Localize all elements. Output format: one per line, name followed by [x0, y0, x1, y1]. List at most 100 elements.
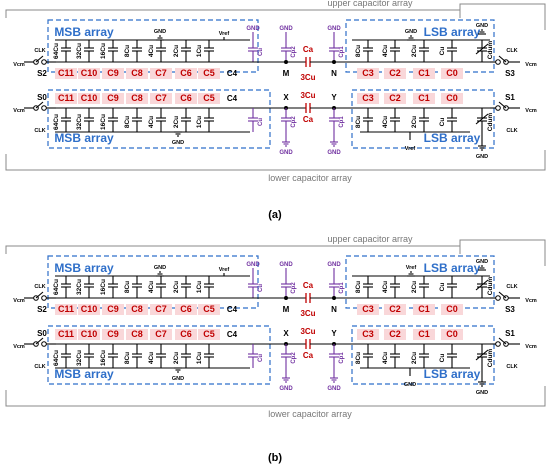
lower-bracket-label: lower capacitor array [268, 409, 352, 419]
ground-label: GND [279, 262, 293, 268]
attenuation-cap-value: 3Cu [300, 91, 315, 100]
node-n-label: N [331, 305, 337, 314]
ground-label: GND [327, 386, 341, 392]
capacitor-value: 2Cu [411, 116, 418, 128]
label-highlight [413, 304, 435, 315]
array-bracket [459, 239, 546, 266]
cap-label-c1: C1 [418, 304, 430, 314]
cap-label-c9: C9 [107, 93, 119, 103]
label-highlight [175, 93, 197, 104]
cap-label-c11: C11 [58, 329, 74, 339]
attenuation-cap-label: Ca [303, 115, 314, 124]
label-highlight [78, 329, 100, 340]
cap-label-c11: C11 [58, 304, 74, 314]
clk-label: CLK [34, 284, 45, 290]
cap-label-c4: C4 [227, 94, 238, 103]
ground-label: GND [246, 26, 260, 32]
cap-label-c4: C4 [227, 69, 238, 78]
label-highlight [150, 304, 172, 315]
cap-label-c11: C11 [58, 93, 74, 103]
capacitor-value: Cu [258, 354, 264, 362]
label-highlight [441, 304, 463, 315]
cap-label-c4: C4 [227, 305, 238, 314]
vcm-label: Vcm [525, 108, 537, 114]
capacitor-value: Cu [258, 284, 264, 292]
node-x-label: X [283, 329, 289, 338]
capacitor-value: 2Cu [173, 45, 180, 57]
capacitor-value: 2Cu [173, 281, 180, 293]
ground-label: GND [476, 259, 488, 265]
attenuation-cap-value: 3Cu [300, 309, 315, 318]
vcm-label: Vcm [13, 108, 25, 114]
label-highlight [175, 329, 197, 340]
cap-label-c0: C0 [446, 68, 458, 78]
capacitor-value: 64Cu [53, 43, 60, 59]
capacitor-value: Cu [258, 118, 264, 126]
capacitor-value: 2Cu [173, 352, 180, 364]
cap-label-c6: C6 [180, 329, 192, 339]
label-highlight [198, 93, 220, 104]
ground-label: GND [154, 29, 166, 35]
vref-label: GND [404, 382, 416, 388]
capacitor-value: 64Cu [53, 350, 60, 366]
cap-label-c9: C9 [107, 304, 119, 314]
capacitor-value: 4Cu [382, 116, 389, 128]
cap-label-c2: C2 [389, 68, 401, 78]
capacitor-value: 64Cu [53, 114, 60, 130]
ground-label: GND [405, 29, 417, 35]
label-highlight [126, 329, 148, 340]
capacitor-value: 1Cu [196, 116, 203, 128]
ground-label: GND [279, 26, 293, 32]
switch-s2-label: S2 [37, 69, 47, 78]
capacitor-value: 32Cu [76, 114, 83, 130]
label-highlight [357, 68, 379, 79]
vcm-label: Vcm [13, 62, 25, 68]
cap-label-c8: C8 [131, 68, 143, 78]
array-bracket [5, 386, 546, 407]
label-highlight [150, 329, 172, 340]
capacitor-value: 1Cu [196, 281, 203, 293]
vcm-label: Vcm [525, 298, 537, 304]
switch-terminal [41, 295, 47, 301]
switch-blade [498, 337, 507, 345]
label-highlight [384, 93, 406, 104]
capacitor-value: 32Cu [76, 350, 83, 366]
cdum-label: Cdum [487, 349, 494, 368]
cap-label-c2: C2 [389, 304, 401, 314]
capacitor-value: 2Cu [411, 45, 418, 57]
label-highlight [384, 68, 406, 79]
node-y-label: Y [331, 93, 337, 102]
cdum-label: Cdum [487, 113, 494, 132]
cap-label-c7: C7 [155, 93, 167, 103]
label-highlight [413, 329, 435, 340]
cap-label-c5: C5 [203, 304, 215, 314]
ground-label: GND [327, 262, 341, 268]
capacitor-value: 8Cu [124, 352, 131, 364]
label-highlight [384, 329, 406, 340]
attenuation-cap-value: 3Cu [300, 73, 315, 82]
ground-label: GND [327, 150, 341, 156]
capacitor-value: 2Cu [173, 116, 180, 128]
cap-label-c0: C0 [446, 329, 458, 339]
label-highlight [102, 304, 124, 315]
parasitic-cap-label: Cp2 [291, 46, 297, 58]
label-highlight [102, 329, 124, 340]
lower-bracket-label: lower capacitor array [268, 173, 352, 183]
msb-array-label: MSB array [54, 367, 114, 381]
ground-label: GND [172, 376, 184, 382]
cap-label-c5: C5 [203, 93, 215, 103]
capacitor-value: 1Cu [196, 352, 203, 364]
capacitor-value: 2Cu [411, 281, 418, 293]
ground-label: GND [172, 140, 184, 146]
cap-label-c3: C3 [362, 68, 374, 78]
vcm-label: Vcm [525, 344, 537, 350]
label-highlight [102, 93, 124, 104]
capacitor-value: 16Cu [100, 279, 107, 295]
attenuation-cap-value: 3Cu [300, 327, 315, 336]
switch-terminal [495, 341, 501, 347]
cap-label-c10: C10 [81, 68, 98, 78]
capacitor-value: 2Cu [411, 352, 418, 364]
cap-label-c10: C10 [81, 304, 98, 314]
capacitor-value: 8Cu [355, 281, 362, 293]
